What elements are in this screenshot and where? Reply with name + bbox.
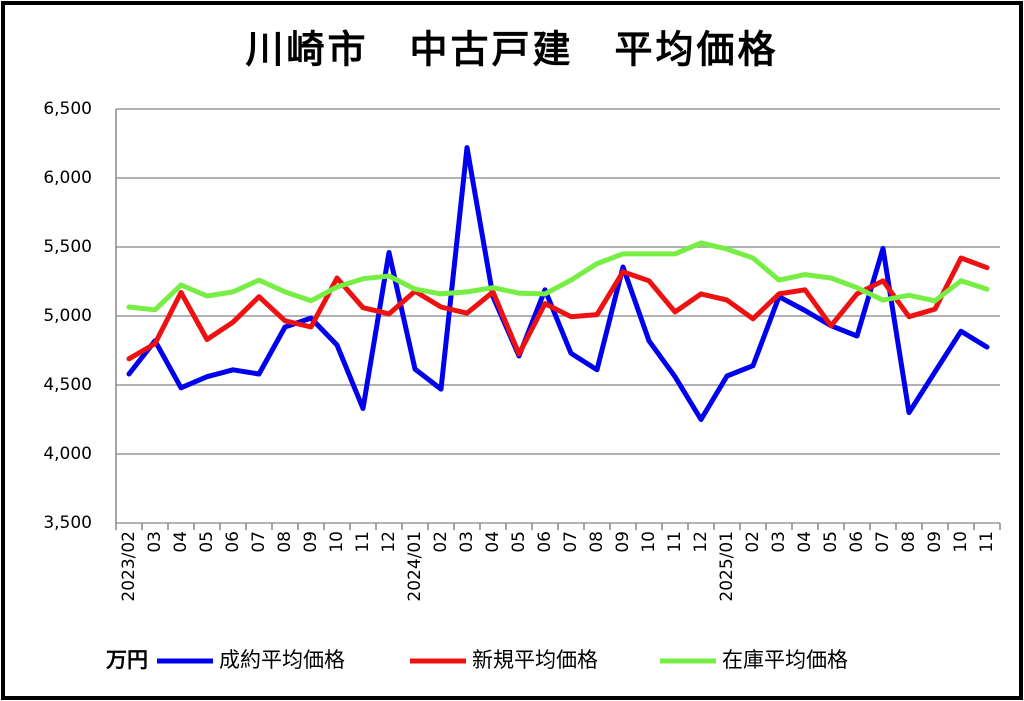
series-line: [126, 145, 990, 422]
x-tick-label: 07: [873, 531, 893, 553]
x-tick-label: 2025/01: [717, 531, 737, 602]
x-tick-label: 07: [561, 531, 581, 553]
x-tick-label: 07: [249, 531, 269, 553]
x-tick-label: 2023/02: [119, 531, 139, 602]
x-tick-label: 06: [223, 531, 243, 553]
x-tick-label: 05: [197, 531, 217, 553]
x-tick-label: 11: [353, 531, 373, 553]
y-tick-label: 4,000: [43, 444, 92, 464]
x-tick-label: 04: [483, 531, 503, 553]
series-line: [126, 240, 990, 313]
series-line: [126, 255, 990, 362]
x-tick-label: 05: [821, 531, 841, 553]
legend-label: 新規平均価格: [472, 648, 598, 672]
x-tick-label: 2024/01: [405, 531, 425, 602]
legend-label: 在庫平均価格: [722, 648, 848, 672]
chart-title: 川崎市 中古戸建 平均価格: [245, 28, 778, 72]
x-tick-label: 12: [379, 531, 399, 553]
legend-label: 成約平均価格: [219, 648, 345, 672]
y-tick-label: 5,500: [43, 237, 92, 257]
y-tick-label: 4,500: [43, 375, 92, 395]
unit-label: 万円: [105, 648, 148, 672]
x-tick-label: 03: [457, 531, 477, 553]
x-tick-label: 08: [275, 531, 295, 553]
x-tick-label: 02: [743, 531, 763, 553]
x-tick-label: 04: [795, 531, 815, 553]
x-tick-label: 10: [639, 531, 659, 553]
x-tick-label: 11: [977, 531, 997, 553]
x-tick-label: 08: [587, 531, 607, 553]
y-tick-label: 3,500: [43, 513, 92, 533]
x-tick-label: 04: [171, 531, 191, 553]
x-tick-label: 05: [509, 531, 529, 553]
x-tick-label: 06: [847, 531, 867, 553]
x-tick-label: 09: [301, 531, 321, 553]
x-tick-label: 03: [145, 531, 165, 553]
y-tick-label: 6,000: [43, 168, 92, 188]
x-tick-label: 09: [925, 531, 945, 553]
x-tick-label: 10: [951, 531, 971, 553]
x-tick-label: 12: [691, 531, 711, 553]
x-tick-label: 02: [431, 531, 451, 553]
x-tick-label: 11: [665, 531, 685, 553]
x-tick-label: 08: [899, 531, 919, 553]
x-tick-label: 09: [613, 531, 633, 553]
x-tick-label: 06: [535, 531, 555, 553]
x-tick-label: 10: [327, 531, 347, 553]
y-tick-label: 6,500: [43, 99, 92, 119]
x-tick-label: 03: [769, 531, 789, 553]
y-tick-label: 5,000: [43, 306, 92, 326]
